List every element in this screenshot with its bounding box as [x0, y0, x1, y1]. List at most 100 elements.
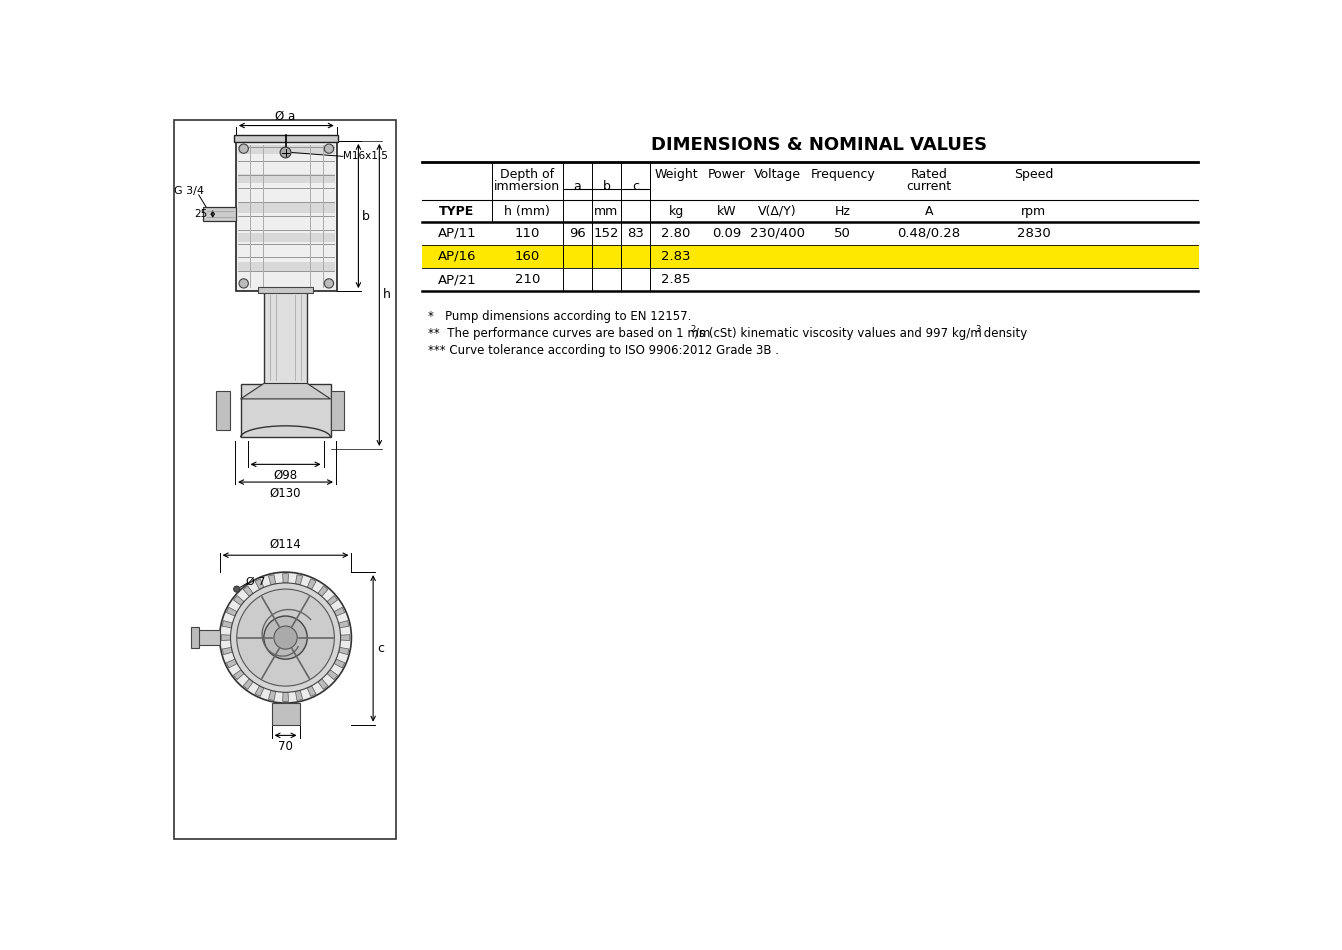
- Text: h (mm): h (mm): [505, 204, 550, 218]
- Polygon shape: [283, 574, 289, 583]
- Text: b: b: [603, 180, 611, 193]
- Text: *** Curve tolerance according to ISO 9906:2012 Grade 3B .: *** Curve tolerance according to ISO 990…: [428, 344, 780, 357]
- Text: 160: 160: [515, 250, 539, 263]
- Text: c: c: [377, 642, 384, 655]
- Text: DIMENSIONS & NOMINAL VALUES: DIMENSIONS & NOMINAL VALUES: [651, 136, 986, 154]
- Text: 2.85: 2.85: [662, 273, 691, 286]
- Text: Rated: Rated: [911, 168, 947, 180]
- Text: density: density: [980, 328, 1027, 340]
- Polygon shape: [338, 620, 349, 628]
- Bar: [174, 120, 396, 840]
- Bar: [238, 144, 336, 154]
- Text: 50: 50: [835, 227, 851, 239]
- Text: /s (cSt) kinematic viscosity values and 997 kg/m: /s (cSt) kinematic viscosity values and …: [695, 328, 981, 340]
- Text: TYPE: TYPE: [439, 204, 475, 218]
- Polygon shape: [255, 579, 264, 589]
- Bar: [195, 630, 220, 645]
- Polygon shape: [334, 659, 345, 668]
- Text: b: b: [362, 210, 370, 222]
- Text: 0.48/0.28: 0.48/0.28: [898, 227, 961, 239]
- Circle shape: [236, 589, 334, 686]
- Polygon shape: [221, 635, 231, 640]
- Text: a: a: [573, 180, 581, 193]
- Text: mm: mm: [595, 204, 619, 218]
- Circle shape: [234, 586, 240, 592]
- Text: kg: kg: [668, 204, 684, 218]
- Polygon shape: [327, 596, 338, 605]
- Text: 25: 25: [195, 209, 207, 219]
- Text: V(Δ/Y): V(Δ/Y): [758, 204, 797, 218]
- Text: **  The performance curves are based on 1 mm: ** The performance curves are based on 1…: [428, 328, 710, 340]
- Bar: [240, 384, 330, 437]
- Bar: [235, 135, 338, 142]
- Polygon shape: [227, 607, 238, 617]
- Polygon shape: [295, 691, 303, 700]
- Bar: [238, 174, 336, 183]
- Polygon shape: [334, 607, 345, 617]
- Bar: [238, 203, 336, 213]
- Text: 83: 83: [627, 227, 644, 239]
- Bar: [216, 391, 229, 429]
- Circle shape: [264, 616, 307, 659]
- Polygon shape: [223, 620, 232, 628]
- Text: 70: 70: [278, 740, 293, 753]
- Text: Weight: Weight: [655, 168, 698, 180]
- Text: Frequency: Frequency: [811, 168, 875, 180]
- Bar: [203, 207, 236, 221]
- Polygon shape: [295, 575, 303, 585]
- Text: G 3/4: G 3/4: [174, 186, 204, 196]
- Text: Ø98: Ø98: [274, 469, 298, 482]
- Polygon shape: [318, 586, 327, 597]
- Text: M16x1,5: M16x1,5: [344, 151, 388, 162]
- Polygon shape: [243, 586, 254, 597]
- Text: rpm: rpm: [1021, 204, 1047, 218]
- Text: 2.80: 2.80: [662, 227, 691, 239]
- Polygon shape: [268, 575, 275, 585]
- Text: Ø114: Ø114: [270, 538, 302, 551]
- Bar: [236, 141, 337, 291]
- Circle shape: [239, 144, 248, 153]
- Circle shape: [274, 626, 297, 649]
- Text: Depth of: Depth of: [501, 168, 554, 180]
- Circle shape: [220, 572, 352, 703]
- Text: c: c: [632, 180, 639, 193]
- Text: 96: 96: [569, 227, 585, 239]
- Text: AP/16: AP/16: [437, 250, 476, 263]
- Polygon shape: [327, 670, 338, 679]
- Text: h: h: [384, 289, 391, 301]
- Text: kW: kW: [717, 204, 737, 218]
- Text: 3: 3: [976, 325, 981, 334]
- Bar: [421, 245, 1198, 268]
- Text: AP/11: AP/11: [437, 227, 476, 239]
- Polygon shape: [307, 686, 315, 696]
- Text: Ø 7: Ø 7: [246, 577, 266, 586]
- Text: Ø a: Ø a: [275, 109, 295, 123]
- Polygon shape: [341, 635, 350, 640]
- Text: Speed: Speed: [1015, 168, 1053, 180]
- Polygon shape: [307, 579, 315, 589]
- Polygon shape: [283, 693, 289, 701]
- Text: 2: 2: [690, 325, 695, 334]
- Text: current: current: [907, 180, 951, 193]
- Text: 210: 210: [515, 273, 539, 286]
- Text: A: A: [925, 204, 934, 218]
- Text: *   Pump dimensions according to EN 12157.: * Pump dimensions according to EN 12157.: [428, 311, 691, 323]
- Text: 2.83: 2.83: [662, 250, 691, 263]
- Text: 0.09: 0.09: [711, 227, 741, 239]
- Bar: [271, 703, 299, 725]
- Polygon shape: [338, 647, 349, 655]
- Polygon shape: [243, 678, 254, 690]
- Polygon shape: [227, 659, 238, 668]
- Polygon shape: [255, 686, 264, 696]
- Text: immersion: immersion: [494, 180, 561, 193]
- Text: 2830: 2830: [1017, 227, 1051, 239]
- Circle shape: [231, 583, 341, 693]
- Bar: [191, 627, 199, 649]
- Text: 230/400: 230/400: [750, 227, 805, 239]
- Text: Voltage: Voltage: [754, 168, 801, 180]
- Text: Ø130: Ø130: [270, 486, 302, 500]
- Polygon shape: [234, 670, 244, 679]
- Polygon shape: [318, 678, 327, 690]
- Circle shape: [239, 278, 248, 288]
- Text: 152: 152: [593, 227, 619, 239]
